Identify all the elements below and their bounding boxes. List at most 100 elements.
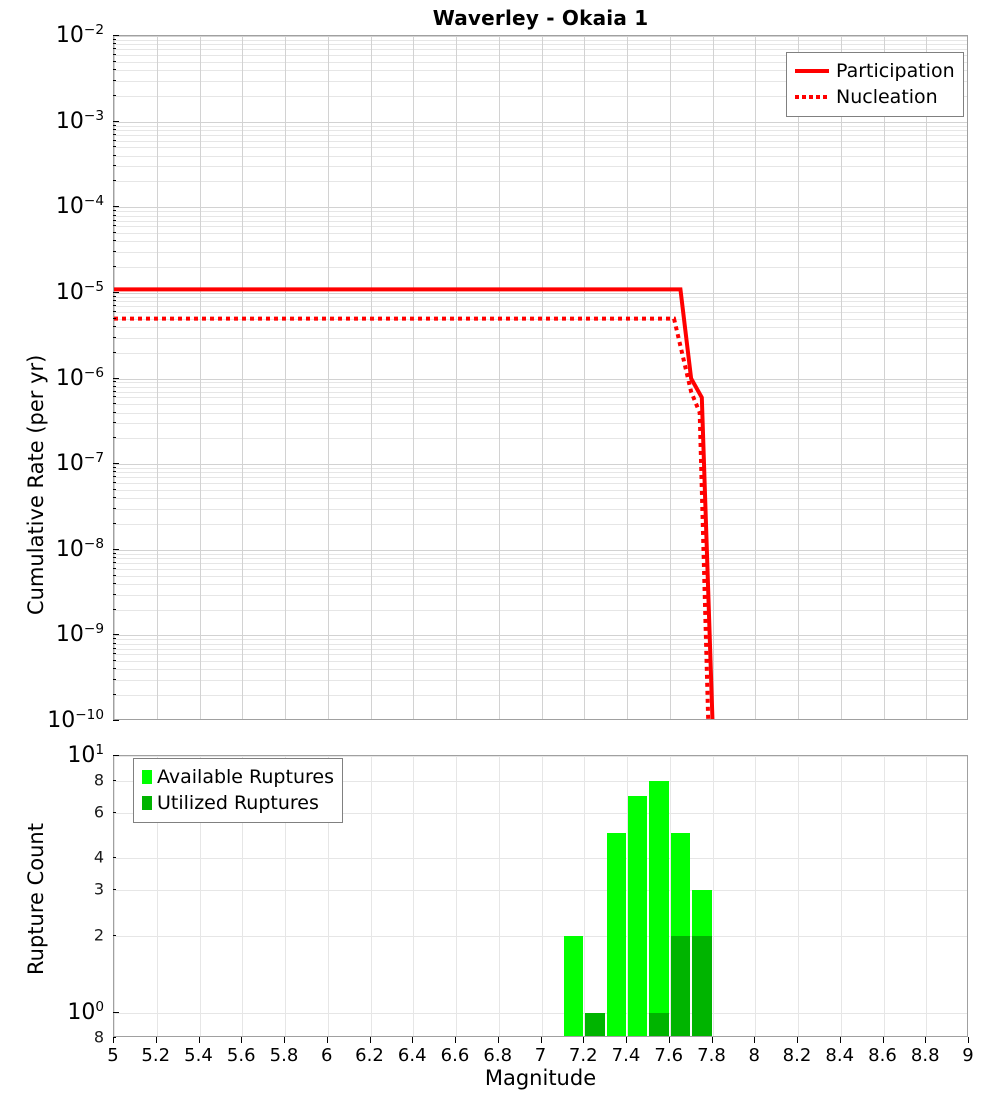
gridline-horizontal-minor [114,498,967,500]
x-tick-label: 7 [534,1045,547,1066]
gridline-horizontal-minor [114,49,967,51]
x-tick-label: 5.8 [269,1045,299,1066]
bar-utilized [692,935,712,1036]
gridline-horizontal-minor [114,412,967,414]
top-y-tick-label: 10−10 [47,706,104,734]
gridline-vertical [840,36,842,719]
gridline-vertical [114,756,115,1036]
gridline-horizontal-minor [114,80,967,82]
x-tickmark [155,1037,157,1043]
gridline-vertical [798,36,799,719]
gridline-vertical [413,36,415,719]
top-y-tick-label: 10−5 [55,278,104,306]
gridline-vertical [541,756,543,1036]
gridline-horizontal-minor [114,558,967,560]
x-tick-label: 8.2 [782,1045,812,1066]
legend-label-available-ruptures: Available Ruptures [157,766,334,788]
x-tick-label: 6.8 [483,1045,513,1066]
gridline-horizontal-minor [114,680,967,682]
legend-label-utilized-ruptures: Utilized Ruptures [157,792,319,814]
gridline-vertical [413,756,415,1036]
gridline-vertical [840,756,842,1036]
gridline-horizontal [114,935,967,937]
gridline-vertical [242,36,244,719]
gridline-horizontal [114,378,967,380]
gridline-vertical [199,36,201,719]
gridline-horizontal [114,121,967,123]
gridline-vertical [883,36,885,719]
gridline-horizontal-minor [114,477,967,479]
gridline-horizontal-minor [114,134,967,136]
x-tick-label: 6.6 [440,1045,470,1066]
legend-item-utilized-ruptures: Utilized Ruptures [142,790,334,816]
gridline-horizontal-minor [114,215,967,217]
bar-available [606,833,626,1036]
gridline-horizontal-minor [114,661,967,663]
x-tickmark [198,1037,200,1043]
gridline-horizontal-minor [114,95,967,97]
legend-item-nucleation: Nucleation [795,84,955,110]
x-tickmark [326,1037,328,1043]
top-y-tick-label: 10−6 [55,364,104,391]
top-y-tick-label: 10−4 [55,193,104,220]
gridline-horizontal-minor [114,155,967,157]
gridline-vertical [712,756,714,1036]
gridline-vertical [498,36,500,719]
gridline-horizontal-minor [114,241,967,243]
x-tickmark [711,1037,713,1043]
bottom-y-tick-label: 3 [93,879,104,899]
gridline-vertical [584,36,586,719]
x-tickmark [113,1037,114,1043]
gridline-horizontal [114,756,967,757]
gridline-horizontal-minor [114,326,967,328]
gridline-horizontal-minor [114,695,967,697]
x-tickmark [241,1037,243,1043]
gridline-vertical [156,756,158,1036]
gridline-horizontal [114,36,967,37]
gridline-vertical [627,36,628,719]
gridline-horizontal [114,549,967,551]
gridline-vertical [456,756,457,1036]
gridline-horizontal-minor [114,181,967,183]
gridline-vertical [755,756,757,1036]
gridline-horizontal-minor [114,553,967,555]
gridline-horizontal-minor [114,301,967,303]
gridline-vertical [669,756,671,1036]
gridline-vertical [242,756,244,1036]
top-y-axis-label: Cumulative Rate (per yr) [24,354,48,615]
gridline-horizontal-minor [114,61,967,63]
x-tick-label: 7.6 [654,1045,684,1066]
bottom-y-tick-label: 100 [67,998,104,1026]
gridline-vertical [327,36,329,719]
bar-available [649,780,669,1036]
top-y-tick-label: 10−8 [55,535,104,562]
top-y-tick-label: 10−2 [55,21,104,49]
gridline-vertical [627,756,628,1036]
gridline-vertical [156,36,158,719]
gridline-horizontal-minor [114,404,967,406]
gridline-horizontal-minor [114,166,967,168]
bottom-y-tick-label: 4 [93,847,104,867]
top-series-layer [114,287,715,719]
gridline-vertical [926,756,928,1036]
x-tickmark [497,1037,499,1043]
gridline-horizontal [114,780,967,782]
gridline-horizontal-minor [114,609,967,611]
x-tickmark [284,1037,285,1043]
top-y-tickmark [113,720,119,721]
gridline-horizontal-minor [114,468,967,470]
bar-available [628,795,648,1036]
x-tick-label: 7.4 [611,1045,641,1066]
bottom-y-tick-label: 2 [93,925,104,945]
gridline-horizontal [114,858,967,860]
nucleation-line-swatch [795,95,829,99]
gridline-horizontal-minor [114,391,967,393]
gridline-horizontal-minor [114,654,967,656]
gridline-horizontal-minor [114,489,967,491]
x-tickmark [668,1037,670,1043]
legend-item-participation: Participation [795,58,955,84]
x-axis-label: Magnitude [484,1066,597,1090]
gridline-horizontal [114,207,967,209]
available-ruptures-swatch [142,770,152,784]
gridline-horizontal-minor [114,267,967,269]
